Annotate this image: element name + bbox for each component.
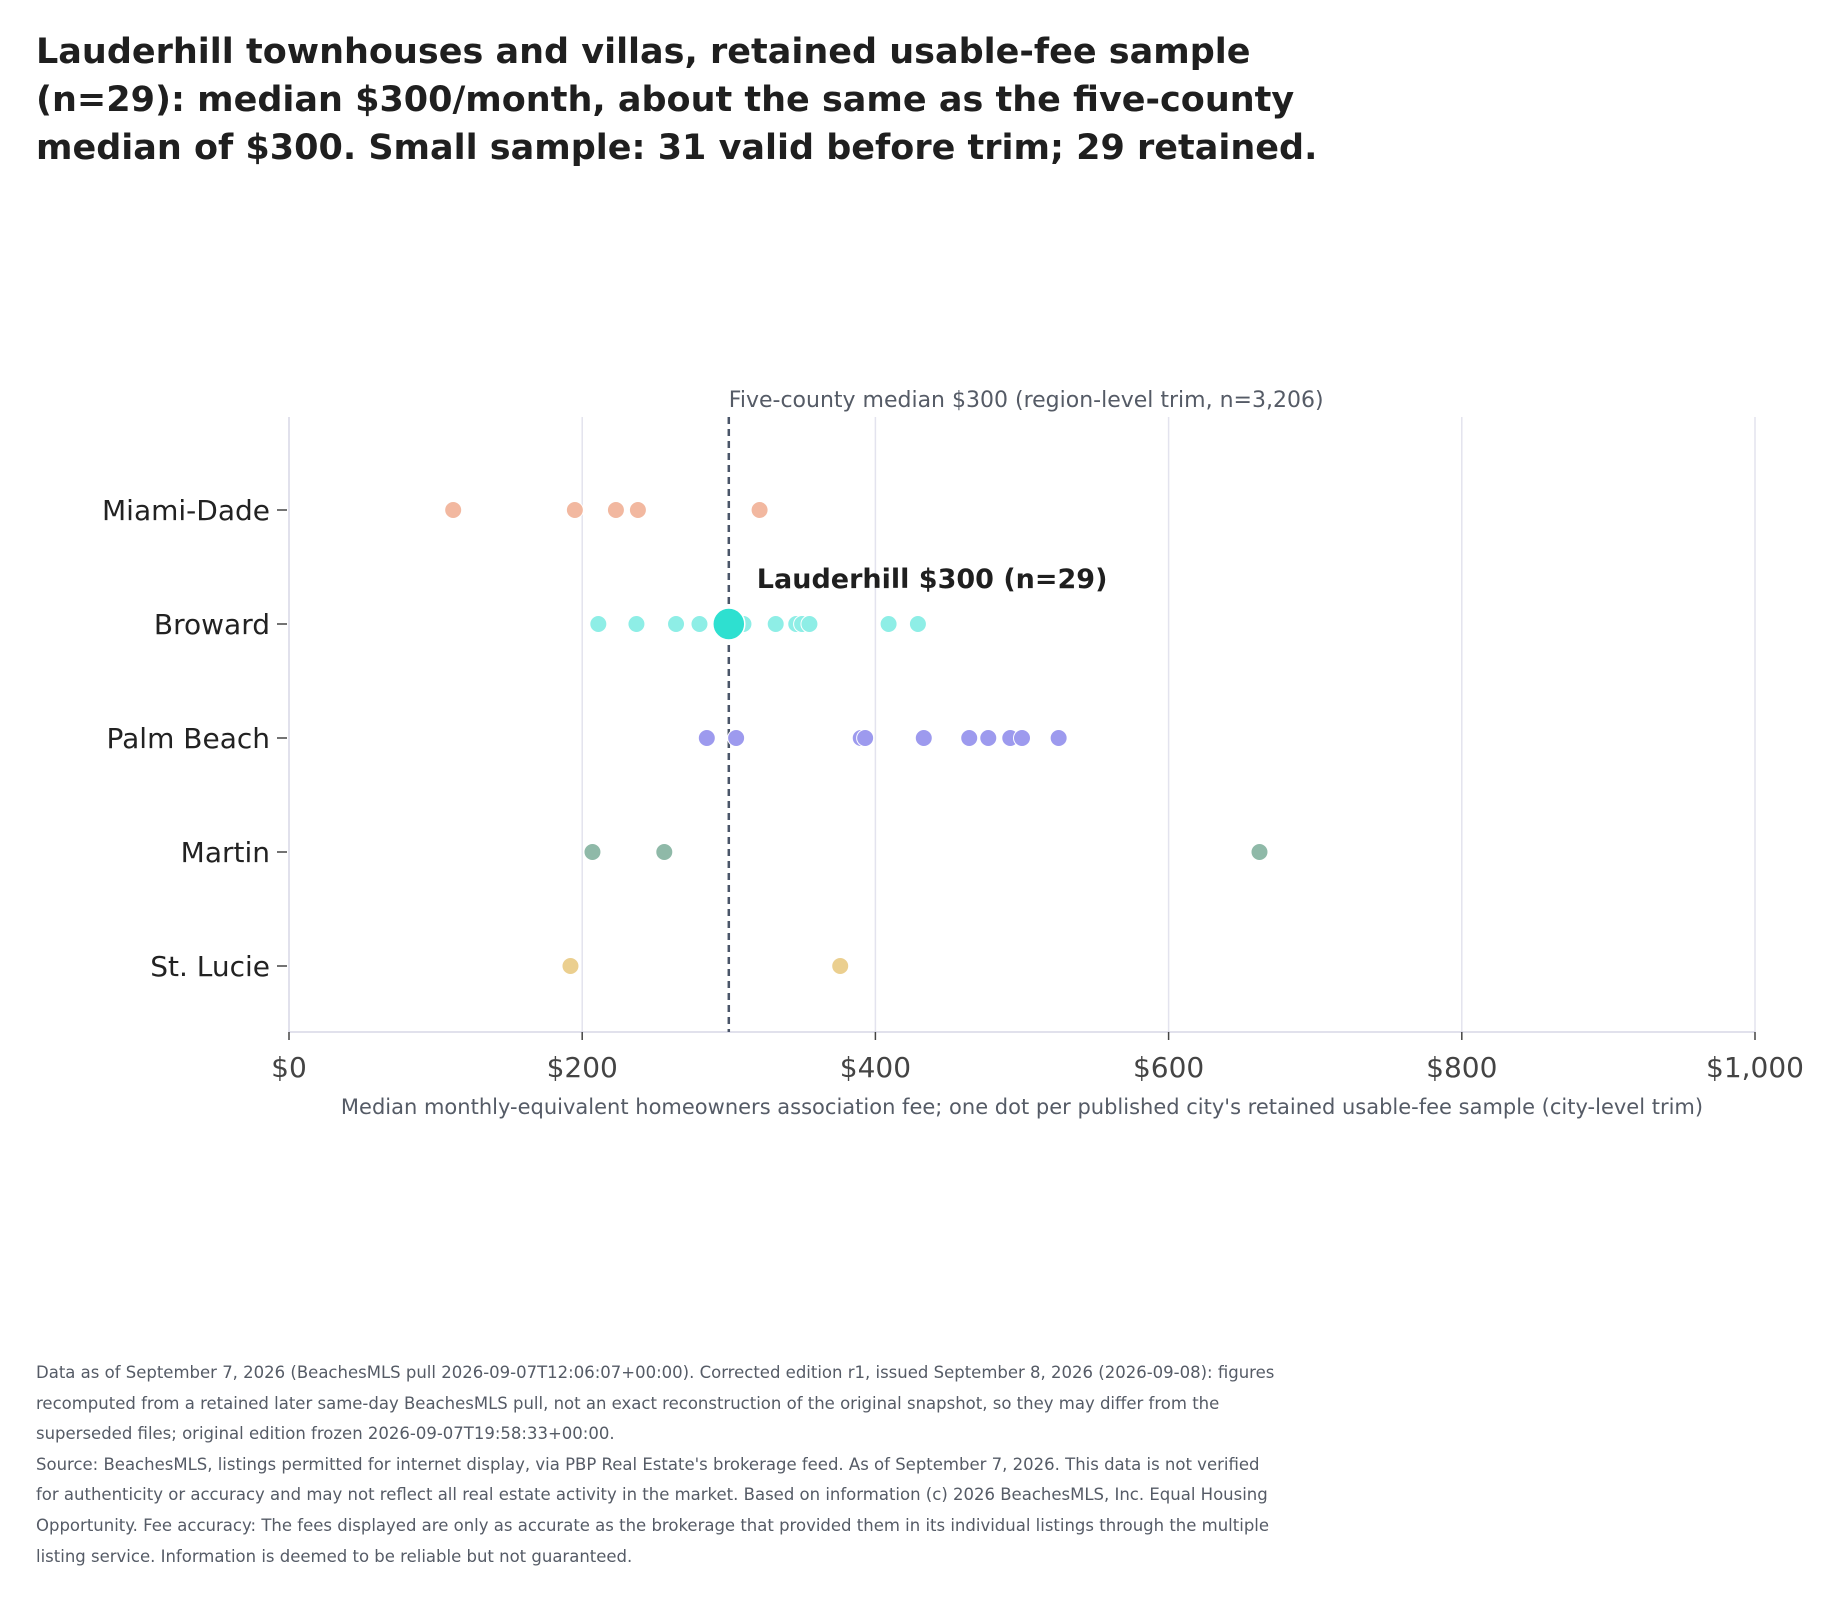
chart-title: Lauderhill townhouses and villas, retain… xyxy=(36,28,1318,172)
y-tick-label: Miami-Dade xyxy=(102,494,270,527)
city-dot xyxy=(766,615,785,633)
five-county-median-label: Five-county median $300 (region-level tr… xyxy=(729,388,1324,413)
city-dot xyxy=(628,501,647,519)
chart-labels: Lauderhill $300 (n=29) xyxy=(757,564,1108,595)
y-tick-label: Broward xyxy=(154,608,270,641)
edition-note-line: superseded files; original edition froze… xyxy=(36,1424,615,1444)
x-tick-label: $1,000 xyxy=(1706,1051,1804,1084)
y-tick-label: Martin xyxy=(181,836,270,869)
city-dot xyxy=(750,501,769,519)
city-dot xyxy=(831,957,850,975)
dot-plot-chart: $0 $200 $400 $600 $800 $1,000 Miami-Dade Browar… xyxy=(102,388,1804,1119)
city-dot xyxy=(561,957,580,975)
city-dot xyxy=(1250,843,1269,861)
chart-title-line-3: median of $300. Small sample: 31 valid b… xyxy=(36,128,1318,168)
edition-note-line: Data as of September 7, 2026 (BeachesMLS… xyxy=(36,1363,1275,1382)
city-dot xyxy=(727,729,746,747)
edition-note-line: recomputed from a retained later same-da… xyxy=(36,1393,1220,1413)
city-dot xyxy=(655,843,674,861)
x-axis-label: Median monthly-equivalent homeowners ass… xyxy=(341,1095,1703,1119)
city-dot xyxy=(583,843,602,861)
city-dot xyxy=(960,729,979,747)
x-tick-label: $200 xyxy=(547,1051,618,1084)
city-dot xyxy=(1013,729,1031,747)
reference-line-group: Five-county median $300 (region-level tr… xyxy=(727,388,1324,1032)
source-note-line: Source: BeachesMLS, listings permitted f… xyxy=(36,1454,1260,1474)
y-tick-label: Palm Beach xyxy=(107,722,270,755)
edition-note: Data as of September 7, 2026 (BeachesMLS… xyxy=(36,1358,1396,1450)
x-tick-label: $600 xyxy=(1133,1051,1204,1084)
city-dot xyxy=(908,615,927,633)
city-dot xyxy=(1049,729,1068,747)
city-dot xyxy=(444,501,463,519)
city-dot xyxy=(856,729,875,747)
city-dot xyxy=(565,501,584,519)
city-dot xyxy=(879,615,898,633)
footer-notes: Data as of September 7, 2026 (BeachesMLS… xyxy=(36,1358,1396,1572)
highlight-city-label: Lauderhill $300 (n=29) xyxy=(757,564,1108,595)
city-dot xyxy=(690,615,709,633)
source-note-line: for authenticity or accuracy and may not… xyxy=(36,1485,1268,1505)
axes: $0 $200 $400 $600 $800 $1,000 Miami-Dade Browar… xyxy=(102,417,1804,1119)
city-dot xyxy=(800,615,819,633)
chart-title-line-2: (n=29): median $300/month, about the sam… xyxy=(36,80,1295,120)
highlight-city-dot xyxy=(712,607,746,641)
city-dot xyxy=(606,501,625,519)
source-note-line: Opportunity. Fee accuracy: The fees disp… xyxy=(36,1515,1270,1535)
source-note: Source: BeachesMLS, listings permitted f… xyxy=(36,1450,1396,1572)
city-dot xyxy=(589,615,608,633)
city-dot xyxy=(627,615,646,633)
city-dot xyxy=(667,615,686,633)
data-points xyxy=(444,501,1269,975)
city-dot xyxy=(914,729,933,747)
y-tick-label: St. Lucie xyxy=(150,950,270,983)
x-tick-label: $400 xyxy=(840,1051,911,1084)
city-dot xyxy=(979,729,998,747)
x-tick-label: $800 xyxy=(1426,1051,1497,1084)
grid-lines xyxy=(581,417,1756,1032)
source-note-line: listing service. Information is deemed t… xyxy=(36,1546,633,1566)
city-dot xyxy=(697,729,716,747)
x-tick-label: $0 xyxy=(271,1051,307,1084)
chart-title-line-1: Lauderhill townhouses and villas, retain… xyxy=(36,32,1251,72)
